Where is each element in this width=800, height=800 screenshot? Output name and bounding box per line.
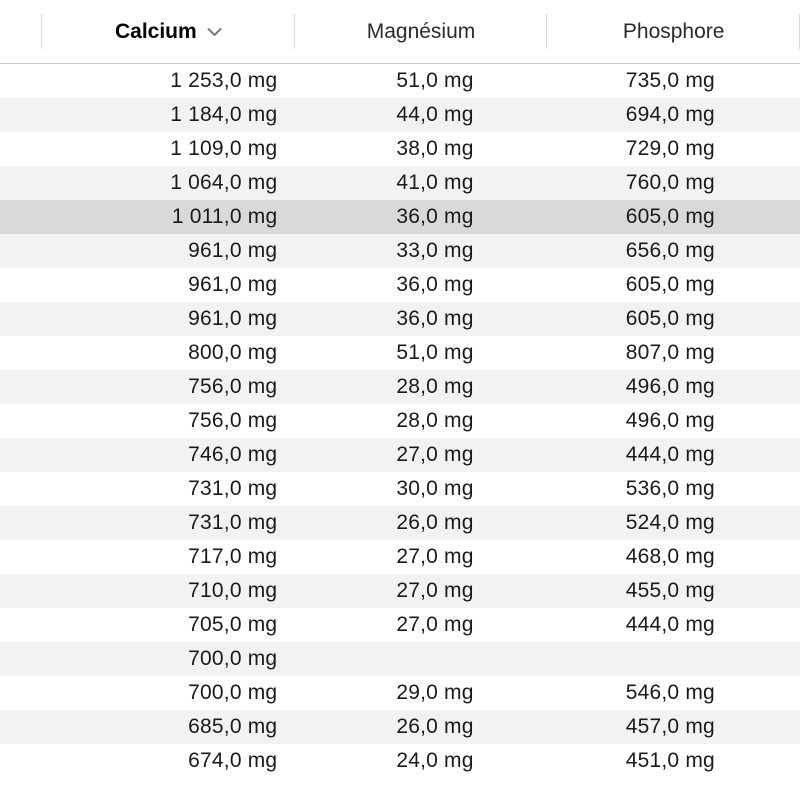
cell-phosphore: 455,0 mg xyxy=(553,579,800,603)
cell-calcium: 731,0 mg xyxy=(42,477,317,501)
table-row[interactable]: 731,0 mg26,0 mg524,0 mg xyxy=(0,506,800,540)
table-row[interactable]: 961,0 mg36,0 mg605,0 mg xyxy=(0,302,800,336)
table-row[interactable]: 756,0 mg28,0 mg496,0 mg xyxy=(0,404,800,438)
header-spacer xyxy=(0,0,42,63)
table-row[interactable]: 717,0 mg27,0 mg468,0 mg xyxy=(0,540,800,574)
cell-calcium: 756,0 mg xyxy=(42,409,317,433)
cell-phosphore: 656,0 mg xyxy=(553,239,800,263)
cell-calcium: 1 109,0 mg xyxy=(42,137,317,161)
cell-phosphore: 735,0 mg xyxy=(553,69,800,93)
cell-phosphore: 605,0 mg xyxy=(553,205,800,229)
cell-phosphore: 605,0 mg xyxy=(553,307,800,331)
cell-magnesium: 27,0 mg xyxy=(317,545,552,569)
column-header-magnesium[interactable]: Magnésium xyxy=(295,0,548,63)
table-row[interactable]: 700,0 mg xyxy=(0,642,800,676)
cell-magnesium: 26,0 mg xyxy=(317,511,552,535)
table-row[interactable]: 710,0 mg27,0 mg455,0 mg xyxy=(0,574,800,608)
table-row[interactable]: 685,0 mg26,0 mg457,0 mg xyxy=(0,710,800,744)
cell-magnesium: 36,0 mg xyxy=(317,307,552,331)
cell-phosphore: 496,0 mg xyxy=(553,375,800,399)
table-row[interactable]: 1 064,0 mg41,0 mg760,0 mg xyxy=(0,166,800,200)
table-row[interactable]: 961,0 mg36,0 mg605,0 mg xyxy=(0,268,800,302)
column-header-calcium[interactable]: Calcium xyxy=(42,0,295,63)
column-header-label: Calcium xyxy=(115,20,197,44)
cell-calcium: 731,0 mg xyxy=(42,511,317,535)
table-row[interactable]: 756,0 mg28,0 mg496,0 mg xyxy=(0,370,800,404)
cell-phosphore: 496,0 mg xyxy=(553,409,800,433)
cell-phosphore: 605,0 mg xyxy=(553,273,800,297)
cell-calcium: 746,0 mg xyxy=(42,443,317,467)
table-row[interactable]: 1 011,0 mg36,0 mg605,0 mg xyxy=(0,200,800,234)
cell-calcium: 756,0 mg xyxy=(42,375,317,399)
cell-magnesium: 36,0 mg xyxy=(317,273,552,297)
cell-calcium: 1 011,0 mg xyxy=(42,205,317,229)
table-row[interactable]: 1 184,0 mg44,0 mg694,0 mg xyxy=(0,98,800,132)
cell-magnesium: 27,0 mg xyxy=(317,443,552,467)
cell-phosphore: 524,0 mg xyxy=(553,511,800,535)
cell-phosphore: 546,0 mg xyxy=(553,681,800,705)
cell-magnesium: 26,0 mg xyxy=(317,715,552,739)
cell-magnesium: 28,0 mg xyxy=(317,375,552,399)
cell-calcium: 1 064,0 mg xyxy=(42,171,317,195)
cell-calcium: 1 253,0 mg xyxy=(42,69,317,93)
cell-phosphore: 807,0 mg xyxy=(553,341,800,365)
column-header-label: Phosphore xyxy=(623,20,725,44)
cell-phosphore: 694,0 mg xyxy=(553,103,800,127)
table-header-row: Calcium Magnésium Phosphore xyxy=(0,0,800,64)
cell-magnesium: 41,0 mg xyxy=(317,171,552,195)
cell-calcium: 710,0 mg xyxy=(42,579,317,603)
cell-calcium: 961,0 mg xyxy=(42,273,317,297)
cell-magnesium: 51,0 mg xyxy=(317,69,552,93)
cell-magnesium: 44,0 mg xyxy=(317,103,552,127)
cell-magnesium: 29,0 mg xyxy=(317,681,552,705)
cell-magnesium: 24,0 mg xyxy=(317,749,552,773)
nutrition-table: Calcium Magnésium Phosphore 1 253,0 mg51… xyxy=(0,0,800,778)
table-body: 1 253,0 mg51,0 mg735,0 mg1 184,0 mg44,0 … xyxy=(0,64,800,778)
table-row[interactable]: 1 109,0 mg38,0 mg729,0 mg xyxy=(0,132,800,166)
chevron-down-icon xyxy=(207,27,222,37)
table-row[interactable]: 700,0 mg29,0 mg546,0 mg xyxy=(0,676,800,710)
cell-phosphore: 729,0 mg xyxy=(553,137,800,161)
cell-phosphore: 444,0 mg xyxy=(553,443,800,467)
cell-phosphore: 457,0 mg xyxy=(553,715,800,739)
cell-calcium: 674,0 mg xyxy=(42,749,317,773)
table-row[interactable]: 705,0 mg27,0 mg444,0 mg xyxy=(0,608,800,642)
cell-magnesium: 33,0 mg xyxy=(317,239,552,263)
cell-calcium: 961,0 mg xyxy=(42,239,317,263)
table-row[interactable]: 961,0 mg33,0 mg656,0 mg xyxy=(0,234,800,268)
cell-calcium: 700,0 mg xyxy=(42,647,317,671)
column-header-phosphore[interactable]: Phosphore xyxy=(547,0,800,63)
cell-phosphore: 444,0 mg xyxy=(553,613,800,637)
table-row[interactable]: 800,0 mg51,0 mg807,0 mg xyxy=(0,336,800,370)
cell-magnesium: 27,0 mg xyxy=(317,579,552,603)
cell-calcium: 800,0 mg xyxy=(42,341,317,365)
cell-calcium: 705,0 mg xyxy=(42,613,317,637)
cell-phosphore: 468,0 mg xyxy=(553,545,800,569)
cell-magnesium: 38,0 mg xyxy=(317,137,552,161)
cell-magnesium: 51,0 mg xyxy=(317,341,552,365)
table-row[interactable]: 674,0 mg24,0 mg451,0 mg xyxy=(0,744,800,778)
cell-phosphore: 451,0 mg xyxy=(553,749,800,773)
table-row[interactable]: 731,0 mg30,0 mg536,0 mg xyxy=(0,472,800,506)
table-row[interactable]: 1 253,0 mg51,0 mg735,0 mg xyxy=(0,64,800,98)
cell-magnesium: 28,0 mg xyxy=(317,409,552,433)
cell-calcium: 685,0 mg xyxy=(42,715,317,739)
cell-phosphore: 760,0 mg xyxy=(553,171,800,195)
table-row[interactable]: 746,0 mg27,0 mg444,0 mg xyxy=(0,438,800,472)
cell-calcium: 1 184,0 mg xyxy=(42,103,317,127)
cell-magnesium: 27,0 mg xyxy=(317,613,552,637)
cell-phosphore: 536,0 mg xyxy=(553,477,800,501)
cell-magnesium: 30,0 mg xyxy=(317,477,552,501)
column-header-label: Magnésium xyxy=(367,20,476,44)
cell-calcium: 700,0 mg xyxy=(42,681,317,705)
cell-magnesium: 36,0 mg xyxy=(317,205,552,229)
cell-calcium: 717,0 mg xyxy=(42,545,317,569)
cell-calcium: 961,0 mg xyxy=(42,307,317,331)
